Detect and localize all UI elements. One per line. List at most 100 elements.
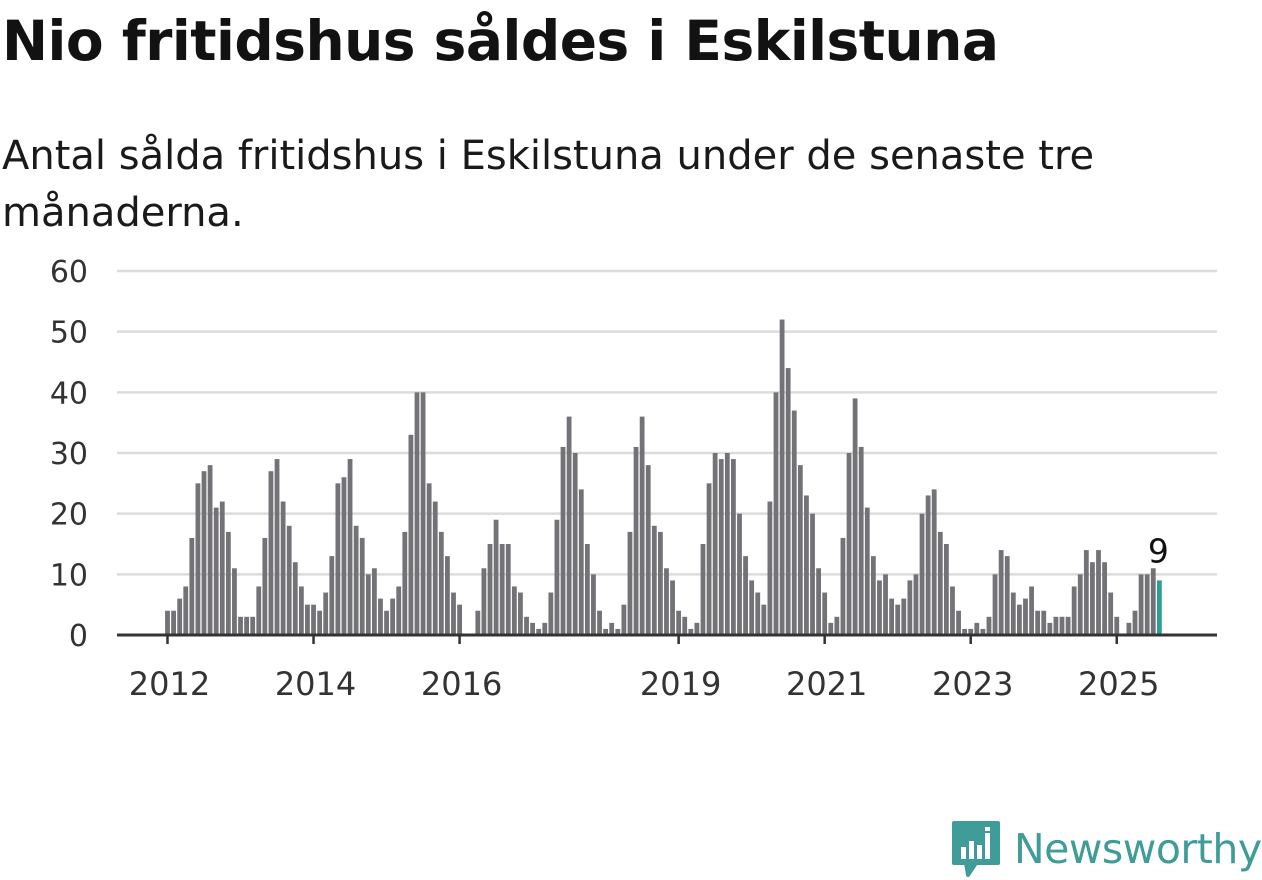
bar (676, 610, 682, 635)
bar (201, 471, 207, 635)
bar (1010, 592, 1016, 635)
bar (365, 574, 371, 635)
bar (566, 416, 572, 635)
bar (901, 598, 907, 635)
x-axis: 2012 2014 2016 2019 2021 2023 2025 (117, 633, 1217, 700)
bar (785, 368, 791, 635)
bar (639, 416, 645, 635)
x-tick-label: 2021 (786, 665, 867, 700)
bar (554, 519, 560, 635)
x-tick-label: 2016 (421, 665, 502, 700)
bar (1041, 610, 1047, 635)
bar (1071, 586, 1077, 635)
bar (548, 592, 554, 635)
bar (657, 531, 663, 635)
bar (773, 392, 779, 635)
bar (542, 622, 548, 635)
bar (846, 453, 852, 635)
bar (536, 628, 542, 635)
bar (591, 574, 596, 635)
bar (353, 525, 359, 635)
bar (250, 616, 256, 635)
bar (323, 592, 329, 635)
bar (1047, 622, 1053, 635)
bar (834, 616, 840, 635)
x-tick-label: 2014 (275, 665, 356, 700)
bar (311, 604, 316, 635)
bar (670, 580, 675, 635)
bar (998, 550, 1004, 635)
y-tick-label: 50 (50, 316, 88, 351)
bar (390, 598, 396, 635)
bar (499, 544, 505, 635)
bar (840, 537, 846, 635)
bar (767, 501, 773, 635)
bar (1138, 574, 1144, 635)
bar (1144, 574, 1150, 635)
bar (761, 604, 767, 635)
y-tick-label: 0 (69, 619, 88, 654)
bar (1059, 616, 1065, 635)
bar (578, 489, 584, 635)
bar (420, 392, 426, 635)
bar (378, 598, 383, 635)
bar (816, 568, 821, 635)
bar (712, 453, 718, 635)
bar (256, 586, 262, 635)
brand-name: Newsworthy (1014, 825, 1262, 873)
bar (584, 544, 590, 635)
bar (560, 446, 566, 635)
bar (402, 531, 408, 635)
bar (171, 610, 176, 635)
bar (731, 459, 736, 635)
bar (280, 501, 286, 635)
bar (384, 610, 389, 635)
brand-logo: Newsworthy (950, 818, 1262, 880)
highlight-bar (1156, 580, 1162, 635)
bar (1017, 604, 1022, 635)
bar (244, 616, 250, 635)
bar (743, 556, 748, 635)
bar (828, 622, 834, 635)
bar (974, 622, 980, 635)
bar (1132, 610, 1138, 635)
bar (1029, 586, 1034, 635)
bar (956, 610, 961, 635)
y-tick-label: 30 (50, 437, 88, 472)
bar (621, 604, 627, 635)
bar (883, 574, 888, 635)
bar (481, 568, 487, 635)
bar (438, 531, 444, 635)
bar (524, 616, 529, 635)
bar (943, 544, 949, 635)
bar (487, 544, 493, 635)
bar (335, 483, 341, 635)
bar (232, 568, 237, 635)
data-label: 9 (1148, 531, 1169, 570)
bar (919, 513, 925, 635)
bar (408, 434, 414, 635)
bar (864, 507, 870, 635)
bar (219, 501, 225, 635)
bar (603, 628, 609, 635)
bar (347, 459, 353, 635)
bar (645, 465, 651, 635)
bar (950, 586, 955, 635)
bar (962, 628, 968, 635)
bar (183, 586, 189, 635)
bar (445, 556, 450, 635)
chart-subtitle: Antal sålda fritidshus i Eskilstuna unde… (2, 133, 1095, 236)
bar (317, 610, 323, 635)
bar (858, 446, 864, 635)
bar (213, 507, 219, 635)
bar (724, 453, 730, 635)
bar (889, 598, 895, 635)
bar (688, 628, 694, 635)
bar (274, 459, 280, 635)
bar (298, 586, 304, 635)
bar (749, 580, 755, 635)
bar (870, 556, 876, 635)
bar (1035, 610, 1041, 635)
bar (627, 531, 633, 635)
